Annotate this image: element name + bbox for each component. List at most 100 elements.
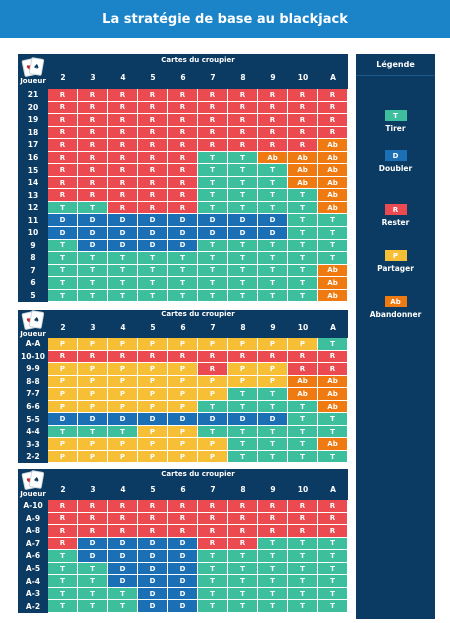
strategy-cell: T <box>48 600 78 613</box>
strategy-cell: R <box>108 114 138 127</box>
dealer-card: 10 <box>297 485 309 494</box>
strategy-cell: T <box>198 277 228 290</box>
strategy-cell: D <box>138 587 168 601</box>
legend-swatch: P <box>384 250 407 261</box>
strategy-cell: R <box>198 500 228 513</box>
strategy-cell: T <box>228 176 258 190</box>
strategy-cell: P <box>168 388 198 401</box>
strategy-cell: T <box>78 264 108 278</box>
strategy-cell: T <box>228 587 258 601</box>
table-row: 21 R R R R R R R R R R <box>18 89 348 102</box>
strategy-cell: T <box>318 575 348 588</box>
strategy-cell: Ab <box>318 176 348 190</box>
strategy-cell: R <box>168 500 198 513</box>
strategy-section-soft: ♥♠Joueur Cartes du croupier 2 3 4 5 6 7 8 9 10 A A-1… <box>18 469 348 613</box>
strategy-cell: Ab <box>318 151 348 165</box>
strategy-cell: T <box>138 289 168 303</box>
strategy-cell: R <box>108 176 138 190</box>
strategy-cell: R <box>258 101 288 115</box>
strategy-cell: R <box>138 151 168 165</box>
player-hand-label: 8 <box>18 252 48 265</box>
strategy-cell: P <box>78 450 108 464</box>
strategy-cell: R <box>288 363 318 376</box>
strategy-cell: R <box>318 89 348 102</box>
strategy-cell: P <box>108 438 138 451</box>
strategy-cell: T <box>48 425 78 439</box>
strategy-cell: Ab <box>318 400 348 414</box>
legend-swatch: Ab <box>384 296 407 307</box>
table-row: 13 R R R R R T T T T Ab <box>18 189 348 202</box>
strategy-cell: R <box>168 512 198 526</box>
table-row: 5-5 D D D D D D D D T T <box>18 413 348 426</box>
strategy-cell: T <box>258 277 288 290</box>
strategy-cell: T <box>318 239 348 253</box>
player-hand-label: 16 <box>18 151 48 165</box>
player-corner: ♥♠Joueur <box>18 469 48 500</box>
strategy-cell: Ab <box>258 151 288 165</box>
strategy-cell: R <box>198 114 228 127</box>
strategy-cell: R <box>288 89 318 102</box>
strategy-cell: T <box>228 239 258 253</box>
player-label: Joueur <box>20 329 46 338</box>
strategy-cell: P <box>108 450 138 464</box>
strategy-cell: T <box>258 388 288 401</box>
strategy-cell: T <box>318 425 348 439</box>
strategy-cell: R <box>108 350 138 364</box>
strategy-cell: R <box>48 114 78 127</box>
strategy-cell: R <box>108 126 138 140</box>
strategy-cell: D <box>78 214 108 228</box>
strategy-cell: R <box>228 89 258 102</box>
strategy-cell: T <box>288 239 318 253</box>
player-hand-label: 18 <box>18 126 48 140</box>
strategy-cell: T <box>48 289 78 303</box>
strategy-cell: D <box>78 413 108 426</box>
strategy-cell: P <box>78 363 108 376</box>
strategy-cell: T <box>258 438 288 451</box>
player-hand-label: 5-5 <box>18 413 48 426</box>
strategy-cell: R <box>288 139 318 152</box>
strategy-cell: R <box>78 350 108 364</box>
dealer-card: 3 <box>90 485 96 494</box>
strategy-cell: R <box>78 525 108 538</box>
strategy-cell: D <box>168 562 198 576</box>
table-body: A-A P P P P P P P P P T 10-10 R R R R R R R R R R 9-9 P P P P P R P P R… <box>18 338 348 464</box>
strategy-cell: R <box>138 114 168 127</box>
player-hand-label: 9 <box>18 239 48 253</box>
table-row: A-8 R R R R R R R R R R <box>18 525 348 538</box>
strategy-cell: Ab <box>288 388 318 401</box>
dealer-card: 4 <box>120 73 126 82</box>
strategy-cell: R <box>198 126 228 140</box>
strategy-cell: P <box>78 388 108 401</box>
strategy-cell: T <box>78 252 108 265</box>
strategy-section-pairs: ♥♠Joueur Cartes du croupier 2 3 4 5 6 7 8 9 10 A A-A… <box>18 309 348 464</box>
player-hand-label: 6 <box>18 277 48 290</box>
table-row: 10-10 R R R R R R R R R R <box>18 350 348 364</box>
dealer-card: 5 <box>150 323 156 332</box>
player-hand-label: 17 <box>18 139 48 152</box>
player-hand-label: 21 <box>18 89 48 102</box>
strategy-cell: T <box>288 587 318 601</box>
strategy-cell: P <box>78 438 108 451</box>
strategy-cell: P <box>48 450 78 464</box>
strategy-cell: P <box>168 450 198 464</box>
strategy-cell: P <box>198 338 228 351</box>
player-hand-label: 11 <box>18 214 48 228</box>
strategy-cell: D <box>108 562 138 576</box>
strategy-cell: D <box>168 214 198 228</box>
strategy-cell: P <box>138 388 168 401</box>
legend-title: Légende <box>356 54 435 76</box>
strategy-cell: R <box>138 189 168 202</box>
strategy-cell: P <box>138 425 168 439</box>
strategy-cell: R <box>138 101 168 115</box>
strategy-cell: Ab <box>318 438 348 451</box>
strategy-cell: T <box>288 189 318 202</box>
section-header: ♥♠Joueur Cartes du croupier 2 3 4 5 6 7 8 9 10 A <box>18 54 348 89</box>
dealer-cards-row: 2 3 4 5 6 7 8 9 10 A <box>48 73 348 82</box>
player-hand-label: 20 <box>18 101 48 115</box>
strategy-cell: T <box>198 600 228 613</box>
strategy-cell: T <box>198 264 228 278</box>
strategy-cell: D <box>228 227 258 240</box>
